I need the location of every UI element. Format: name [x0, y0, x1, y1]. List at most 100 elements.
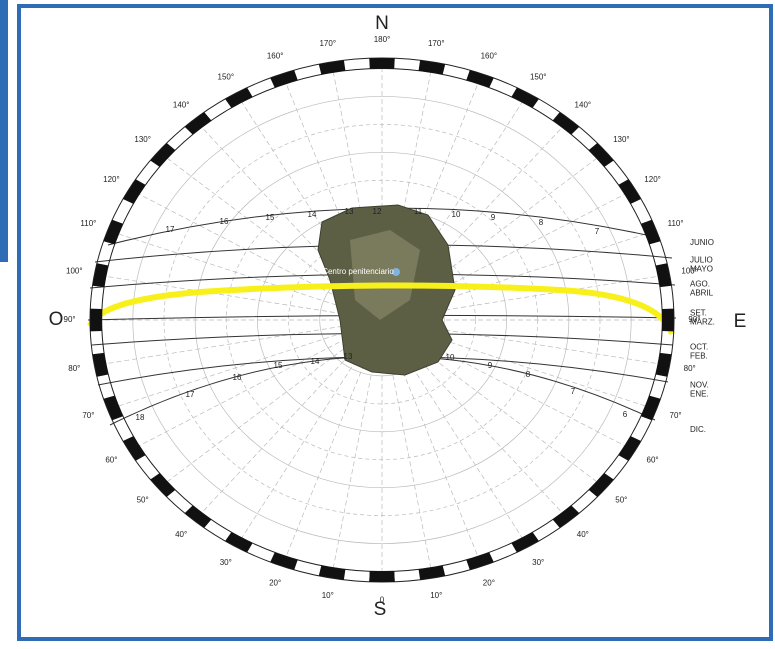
month-label: JUNIO [690, 238, 714, 247]
hour-label: 8 [526, 370, 531, 379]
ring-block [618, 179, 642, 204]
site-marker [392, 268, 400, 276]
ring-block [662, 308, 674, 332]
ring-block [369, 58, 395, 69]
hour-label: 10 [446, 353, 455, 362]
degree-label: 150° [218, 72, 235, 81]
ring-block [552, 112, 580, 135]
degree-label: 160° [267, 52, 284, 61]
ring-block [466, 552, 494, 570]
degree-label: 70° [670, 411, 682, 420]
degree-label: 40° [175, 530, 187, 539]
compass-label: S [374, 599, 387, 620]
azimuth-line [381, 319, 659, 365]
ring-block [466, 70, 494, 88]
compass-label: O [49, 309, 64, 330]
ring-block [655, 352, 672, 377]
azimuth-line [381, 275, 659, 321]
labels: 180° 0 10° 20° 30° 40° 50° 60° 70° 80° 90° 100° 110°… [49, 13, 747, 620]
degree-label: 10° [430, 591, 442, 600]
ring-block [511, 532, 539, 553]
degree-label: 30° [532, 558, 544, 567]
degree-ring [89, 57, 675, 583]
month-label: ENE. [690, 390, 709, 399]
hour-label: 7 [595, 227, 600, 236]
ring-block [318, 60, 346, 75]
degree-label: 130° [613, 135, 630, 144]
ring-block [369, 571, 395, 582]
ring-block [418, 565, 446, 580]
ring-block [225, 87, 253, 108]
ring-block [90, 308, 102, 332]
ring-block [270, 552, 298, 570]
month-label: AGO. [690, 280, 710, 289]
degree-label: 130° [134, 135, 151, 144]
month-label: JULIO [690, 256, 713, 265]
degree-label: 140° [575, 100, 592, 109]
ring-block [318, 565, 346, 580]
degree-label: 110° [668, 219, 684, 228]
degree-label: 180° [374, 35, 391, 44]
azimuth-line [105, 319, 383, 365]
month-label: DIC. [690, 425, 706, 434]
ring-block [225, 532, 253, 553]
ring-block [184, 505, 212, 528]
altitude-ring [288, 235, 476, 405]
azimuth-line [381, 319, 625, 447]
site-label: Centro penitenciario [322, 267, 394, 276]
month-label: NOV. [690, 381, 709, 390]
degree-label: 100° [681, 266, 698, 275]
ring-block [92, 263, 109, 288]
hour-label: 10 [452, 210, 461, 219]
degree-label: 10° [322, 591, 334, 600]
degree-label: 120° [644, 175, 661, 184]
month-label: MAYO [690, 265, 713, 274]
hour-label: 14 [308, 210, 317, 219]
ring-block [122, 436, 146, 461]
degree-label: 80° [68, 364, 80, 373]
hour-label: 12 [373, 207, 382, 216]
ring-block [103, 219, 124, 245]
hour-label: 14 [311, 357, 320, 366]
azimuth-line [139, 193, 383, 321]
month-label: FEB. [690, 352, 708, 361]
degree-label: 70° [82, 411, 94, 420]
hour-label: 9 [488, 361, 493, 370]
ring-block [588, 142, 614, 167]
azimuth-line [139, 319, 383, 447]
degree-label: 100° [66, 266, 83, 275]
azimuth-line [381, 319, 646, 407]
month-label: MARZ. [690, 318, 715, 327]
hour-label: 15 [266, 213, 275, 222]
month-label: OCT. [690, 343, 708, 352]
ring-block [103, 395, 124, 421]
hour-label: 6 [623, 410, 628, 419]
azimuth-line [381, 193, 625, 321]
hour-label: 18 [136, 413, 145, 422]
degree-label: 120° [103, 175, 120, 184]
hour-label: 17 [186, 390, 195, 399]
ring-block [655, 263, 672, 288]
degree-label: 170° [428, 39, 445, 48]
hour-label: 13 [344, 352, 353, 361]
ring-block [640, 395, 661, 421]
hour-label: 7 [571, 387, 576, 396]
degree-label: 40° [577, 530, 589, 539]
compass-label: E [734, 311, 747, 332]
ring-block [588, 473, 614, 498]
site-detail [350, 230, 420, 320]
ring-outer [89, 57, 675, 583]
degree-label: 20° [483, 579, 495, 588]
compass-label: N [375, 13, 389, 34]
degree-label: 80° [684, 364, 696, 373]
degree-label: 150° [530, 72, 547, 81]
hour-label: 16 [233, 373, 242, 382]
degree-label: 140° [173, 100, 190, 109]
ring-block [511, 87, 539, 108]
ring-block [270, 70, 298, 88]
hour-label: 9 [491, 213, 496, 222]
azimuth-line [381, 233, 646, 321]
hour-label: 16 [220, 217, 229, 226]
ring-block [618, 436, 642, 461]
